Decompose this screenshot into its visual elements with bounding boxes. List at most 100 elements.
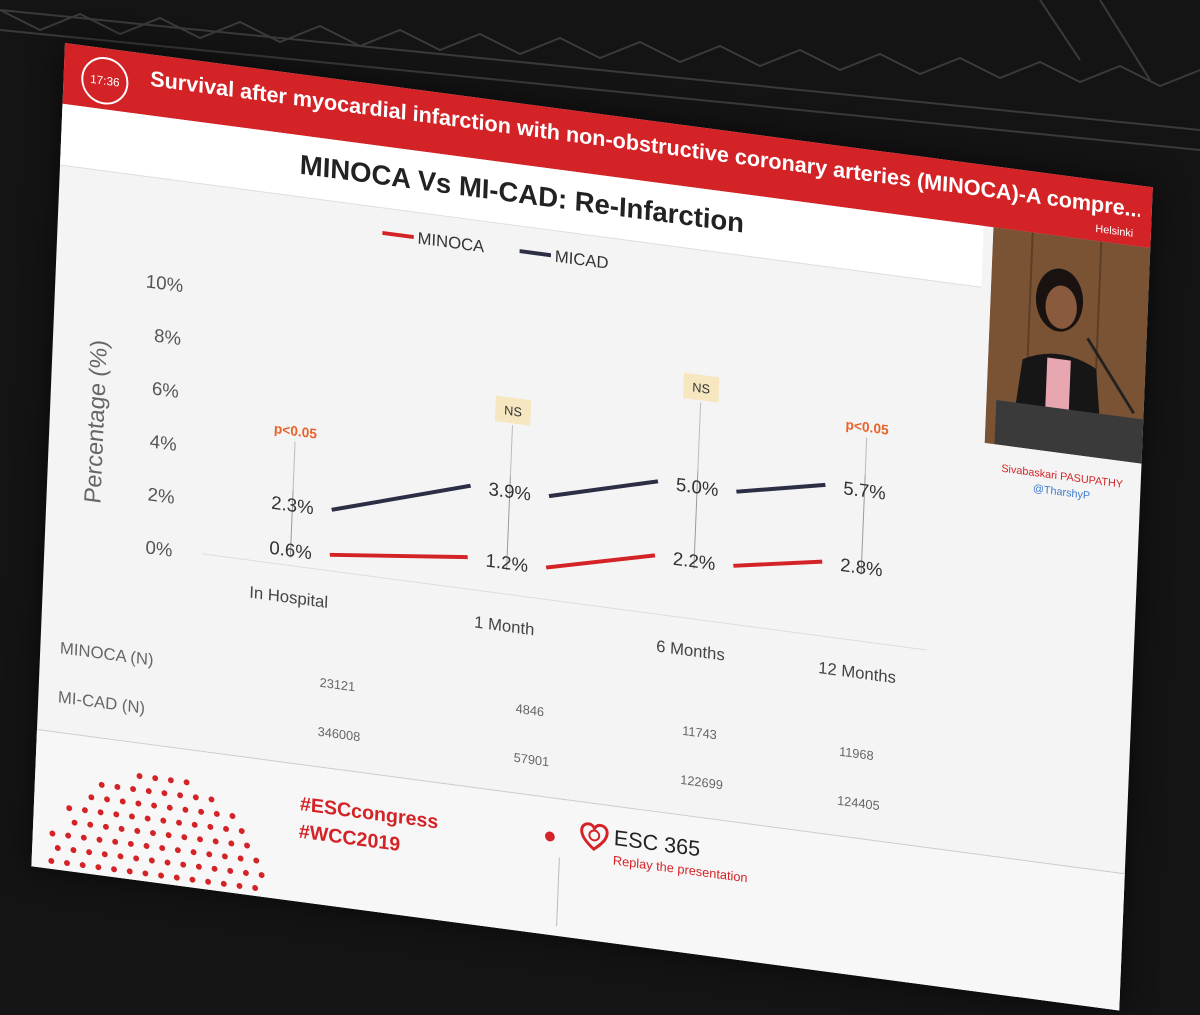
error-bar [506, 474, 511, 571]
series-segment-minoca [733, 559, 823, 568]
x-axis-ticks: In Hospital 1 Month 6 Months 12 Months [249, 583, 896, 688]
legend-swatch-micad [519, 249, 552, 258]
globe-dot [207, 823, 214, 830]
data-label-minoca: 1.2% [485, 549, 528, 576]
globe-dot [111, 866, 117, 873]
error-bars [289, 470, 866, 575]
table-cell: 57901 [513, 749, 550, 770]
globe-dot [142, 870, 149, 877]
globe-dot [64, 860, 70, 867]
globe-dot [129, 813, 135, 820]
globe-dot [236, 882, 243, 889]
legend-label-micad: MICAD [554, 247, 608, 273]
annotation-connector [509, 425, 513, 478]
globe-dot [81, 807, 88, 814]
error-bar [289, 488, 294, 558]
globe-dot [119, 798, 126, 805]
globe-dot [229, 813, 236, 819]
series-segment-minoca [329, 552, 468, 560]
annotation-text: p<0.05 [845, 417, 889, 438]
y-tick-label: 2% [147, 483, 175, 507]
globe-dot [182, 806, 189, 813]
globe-dot [133, 855, 140, 862]
globe-dot [244, 842, 250, 849]
globe-dot [205, 878, 212, 885]
globe-dot [223, 825, 229, 832]
series-segment-minoca [545, 553, 656, 570]
presentation-screen: 17:36 Survival after myocardial infarcti… [31, 43, 1153, 1011]
table-cell: 23121 [319, 674, 356, 695]
globe-dot [148, 857, 155, 864]
globe-dot [66, 805, 73, 812]
data-label-micad: 2.3% [271, 492, 314, 519]
annotation-text: NS [504, 402, 522, 419]
globe-dot [145, 788, 152, 795]
globe-dot [48, 857, 55, 864]
globe-dot [220, 880, 227, 887]
globe-dot [114, 783, 121, 790]
location-label: Helsinki [1095, 223, 1134, 240]
globe-dot [221, 853, 228, 860]
globe-dot [161, 790, 168, 797]
globe-dot [136, 773, 143, 780]
globe-dot [213, 810, 220, 817]
globe-dot [238, 828, 245, 835]
globe-dot [228, 840, 235, 847]
globe-dot [143, 843, 150, 849]
globe-dot [252, 885, 259, 891]
globe-dot [190, 849, 197, 856]
globe-dot [212, 838, 219, 845]
y-tick-label: 6% [152, 378, 180, 402]
globe-dot [195, 863, 202, 870]
series-segment-micad [736, 482, 826, 494]
y-axis-label: Percentage (%) [80, 338, 113, 505]
annotation-text: NS [692, 379, 710, 396]
globe-dot [174, 847, 181, 854]
globe-dot [95, 864, 102, 871]
globe-dot [180, 861, 187, 868]
data-label-micad: 5.0% [676, 474, 719, 501]
globe-dot [118, 825, 125, 832]
globe-dot [237, 855, 244, 862]
clock-badge: 17:36 [80, 54, 130, 108]
globe-dot [135, 800, 142, 807]
globe-dot [104, 796, 110, 803]
globe-dot [80, 834, 87, 841]
series-segment-micad [331, 483, 472, 512]
y-tick-label: 10% [146, 270, 184, 296]
globe-dot [189, 876, 196, 883]
annotation-text: p<0.05 [274, 421, 318, 442]
annotation-connector [697, 402, 702, 473]
globe-dot [211, 865, 218, 872]
globe-dot [197, 836, 203, 843]
legend-swatch-minoca [382, 230, 414, 240]
table-cell: 4846 [515, 700, 545, 720]
table-cell: 122699 [680, 772, 724, 793]
globe-dot [101, 851, 108, 858]
globe-dot [88, 794, 95, 801]
table-cell: 346008 [317, 723, 361, 745]
table-row-label: MINOCA (N) [59, 638, 154, 670]
series-lines [329, 479, 826, 570]
globe-dot [158, 872, 165, 879]
globe-dot [96, 836, 103, 843]
globe-dot [49, 830, 56, 837]
globe-dot [98, 781, 105, 788]
globe-dot [113, 811, 120, 818]
globe-dot [206, 851, 213, 858]
x-axis-line [201, 553, 928, 651]
data-label-micad: 3.9% [488, 478, 531, 505]
y-axis-ticks: 0% 2% 4% 6% 8% 10% [145, 270, 184, 560]
error-bar [693, 470, 699, 569]
globe-dot [97, 809, 104, 816]
globe-dot [134, 828, 141, 834]
globe-dot [127, 840, 134, 847]
globe-dot [112, 838, 119, 845]
globe-dot [126, 868, 133, 875]
ceiling-truss [0, 0, 1200, 151]
globe-dot [198, 808, 205, 815]
table-cell: 124405 [836, 792, 880, 814]
table-row-label: MI-CAD (N) [57, 687, 146, 718]
globe-dot [176, 819, 182, 826]
globe-dot [258, 872, 265, 879]
